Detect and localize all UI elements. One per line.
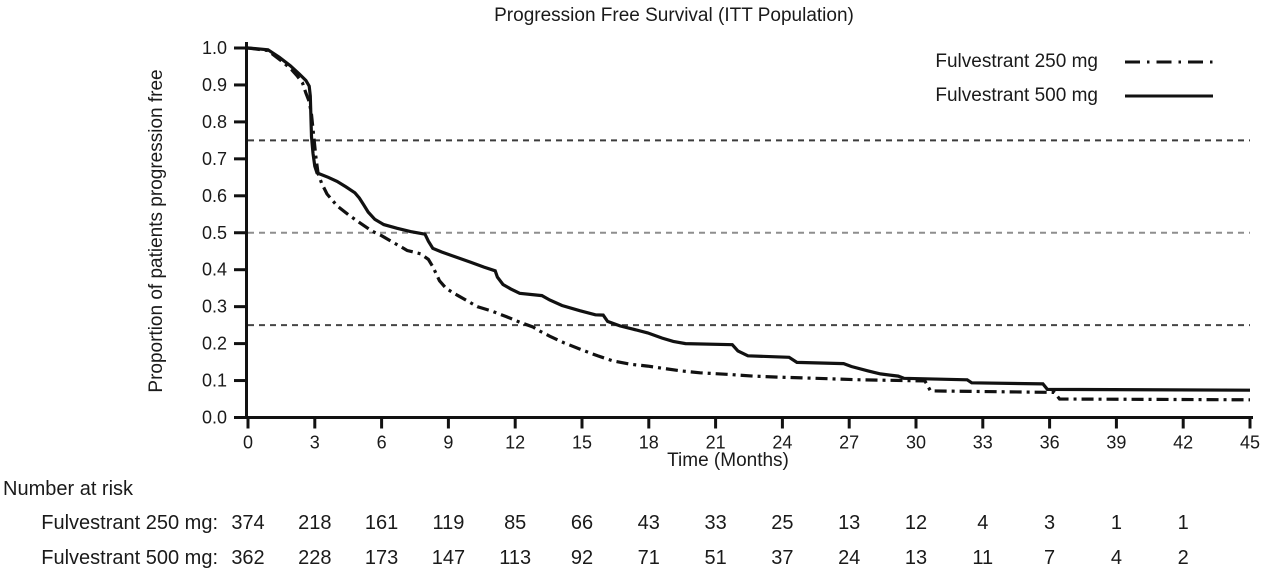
x-tick-label: 42 [1173,433,1193,453]
risk-value: 7 [1044,547,1056,569]
risk-value: 33 [704,512,727,534]
risk-value: 66 [570,512,594,534]
x-tick-label: 15 [572,433,592,453]
risk-value: 218 [298,512,332,534]
risk-row-250mg: Fulvestrant 250 mg: 374 218 161 119 85 66 43 33… [0,512,1265,538]
x-tick-label: 24 [772,433,792,453]
risk-value: 51 [704,547,727,569]
legend-label-500mg: Fulvestrant 500 mg [935,85,1098,106]
risk-value: 24 [838,547,861,569]
x-tick-label: 0 [243,433,253,453]
x-tick-label: 3 [310,433,320,453]
risk-table-heading: Number at risk [3,478,134,500]
risk-value: 11 [972,547,994,569]
risk-value: 13 [904,547,928,569]
x-axis-label: Time (Months) [667,450,789,471]
legend-line-sample-250mg [1125,60,1213,64]
x-tick-label: 33 [973,433,993,453]
legend-line-sample-500mg [1125,94,1213,98]
risk-value: 92 [570,547,594,569]
km-curve-250mg [247,46,1251,402]
risk-value: 71 [637,547,660,569]
risk-value: 161 [364,512,399,534]
risk-value: 4 [977,512,989,534]
risk-value: 173 [364,547,399,569]
x-tick-label: 9 [443,433,453,453]
x-tick-label: 21 [706,433,726,453]
x-tick-label: 12 [505,433,525,453]
x-tick-label: 39 [1106,433,1126,453]
x-tick-label: 18 [639,433,659,453]
x-tick-label: 6 [377,433,387,453]
y-tick-label: 0.4 [202,260,227,280]
risk-value: 13 [838,512,861,534]
x-tick-label: 27 [839,433,859,453]
y-tick-label: 0.7 [202,149,227,169]
risk-row-500mg: Fulvestrant 500 mg: 362 228 173 147 113 92 71 5… [0,547,1265,573]
legend-label-250mg: Fulvestrant 250 mg [935,51,1098,72]
risk-value: 1 [1110,512,1122,534]
risk-value: 3 [1044,512,1056,534]
y-tick-label: 0.8 [202,112,227,132]
risk-value: 362 [231,547,265,569]
y-tick-label: 0.6 [202,186,227,206]
y-axis-label: Proportion of patients progression free [146,69,167,393]
y-tick-label: 0.9 [202,75,227,95]
risk-value: 119 [432,512,465,534]
risk-row-label-250mg: Fulvestrant 250 mg: [41,512,218,534]
risk-value: 1 [1177,512,1189,534]
risk-value: 4 [1110,547,1122,569]
x-tick-label: 45 [1240,433,1260,453]
y-tick-label: 0.5 [202,223,227,243]
legend: Fulvestrant 250 mg Fulvestrant 500 mg [880,45,1215,113]
x-tick-label: 36 [1040,433,1060,453]
risk-value: 147 [431,547,466,569]
x-tick-label: 30 [906,433,926,453]
risk-value: 374 [231,512,265,534]
risk-value: 228 [298,547,332,569]
risk-row-label-500mg: Fulvestrant 500 mg: [41,547,218,569]
y-tick-label: 0.0 [202,408,227,428]
risk-value: 43 [637,512,660,534]
y-tick-label: 1.0 [202,38,227,58]
legend-row-250mg: Fulvestrant 250 mg [880,45,1215,79]
legend-row-500mg: Fulvestrant 500 mg [880,79,1215,113]
risk-value: 2 [1177,547,1189,569]
km-curve-500mg [247,46,1251,392]
y-tick-label: 0.3 [202,297,227,317]
y-tick-label: 0.2 [202,334,227,354]
y-tick-label: 0.1 [202,371,227,391]
risk-value: 113 [499,547,532,569]
risk-value: 25 [771,512,794,534]
risk-value: 85 [504,512,527,534]
risk-value: 12 [904,512,928,534]
risk-value: 37 [771,547,794,569]
chart-title: Progression Free Survival (ITT Populatio… [494,5,854,26]
